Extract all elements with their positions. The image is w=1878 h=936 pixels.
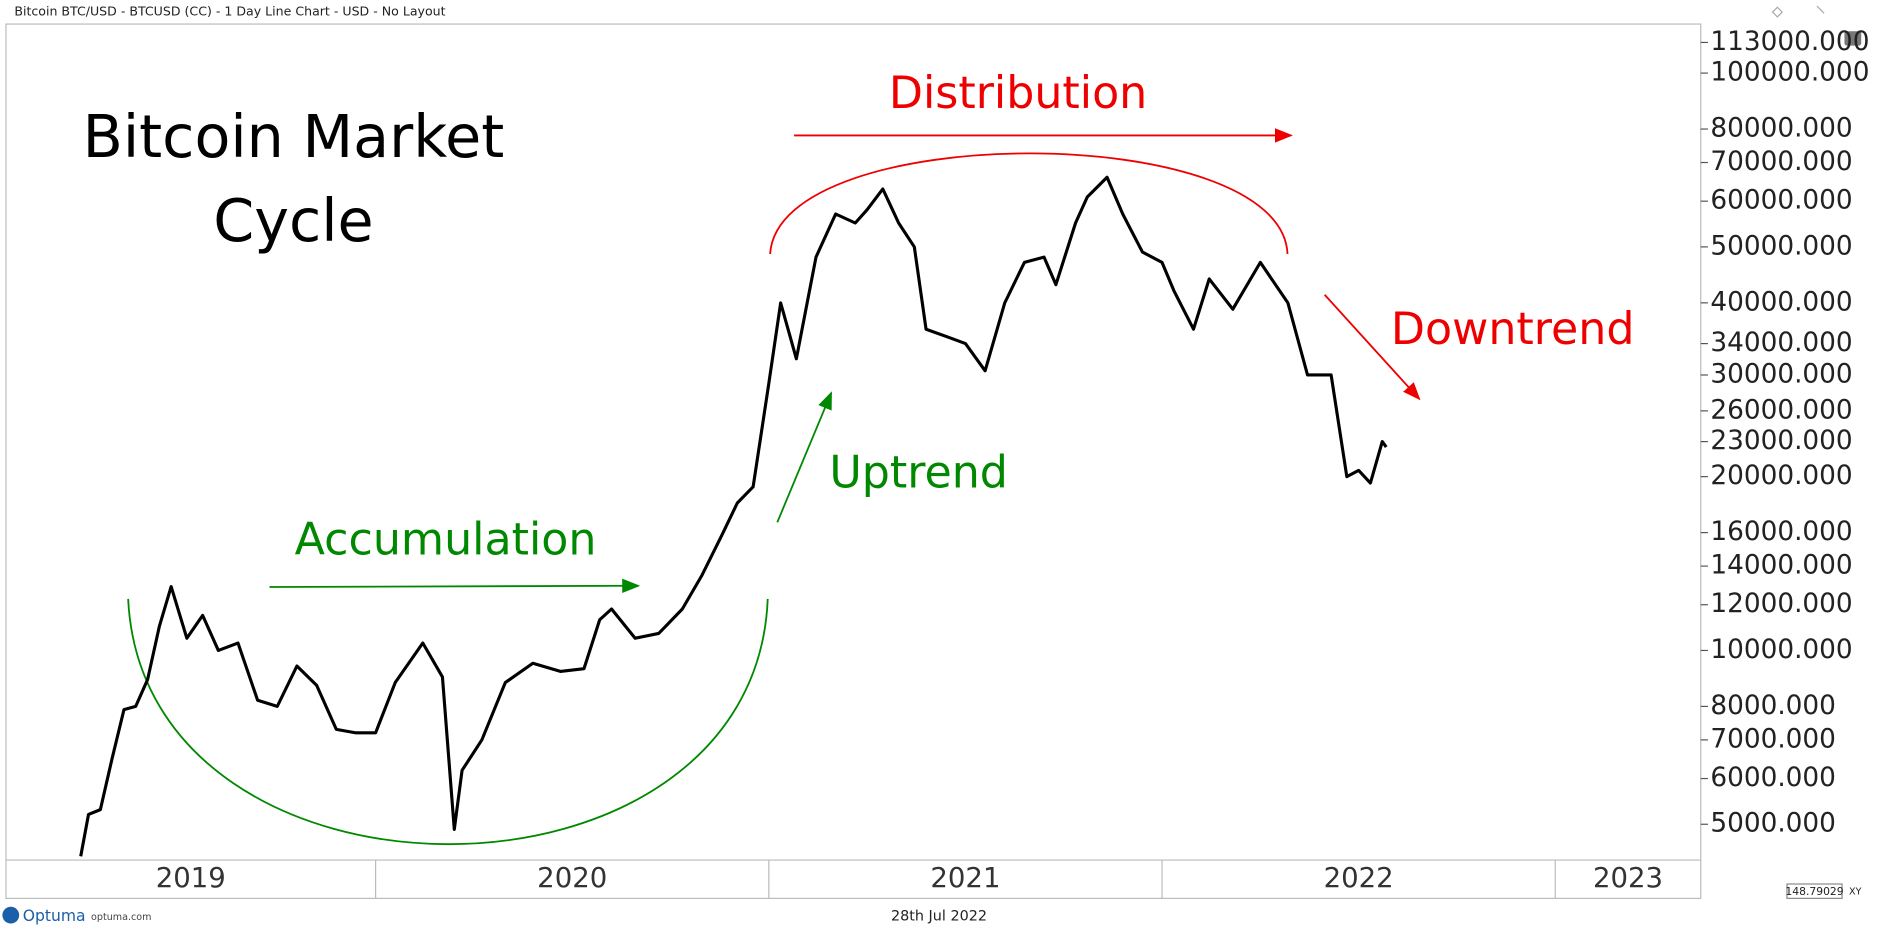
- y-tick-label: 26000.000: [1710, 395, 1852, 425]
- price-box: [1786, 883, 1843, 899]
- y-tick-label: 40000.000: [1710, 287, 1852, 317]
- y-tick-label: 60000.000: [1710, 186, 1852, 216]
- lock-icon[interactable]: [1844, 31, 1862, 46]
- annotation: Uptrend: [829, 448, 1008, 499]
- x-tick-label: 2022: [1324, 862, 1394, 894]
- y-tick-label: 70000.000: [1710, 147, 1852, 177]
- y-tick-label: 34000.000: [1710, 328, 1852, 358]
- y-tick-label: 100000.000: [1710, 58, 1869, 88]
- x-tick-label: 2019: [156, 862, 226, 894]
- accumulation-arc: [127, 598, 769, 846]
- header: Bitcoin BTC/USD - BTCUSD (CC) - 1 Day Li…: [14, 4, 445, 19]
- price-box-label: 148.79029: [1785, 885, 1843, 898]
- y-tick-label: 14000.000: [1710, 551, 1852, 581]
- logo: [2, 906, 20, 924]
- y-tick-label: 80000.000: [1710, 114, 1852, 144]
- y-tick-label: 12000.000: [1710, 589, 1852, 619]
- y-tick-label: 113000.000: [1710, 27, 1869, 57]
- price-line: [79, 175, 1388, 857]
- annotation: Accumulation: [295, 515, 597, 566]
- x-tick-label: 2020: [537, 862, 607, 894]
- chart-title: Bitcoin Market Cycle: [82, 103, 505, 256]
- x-tick-label: 2023: [1593, 862, 1663, 894]
- y-tick-label: 10000.000: [1710, 635, 1852, 665]
- date: 28th Jul 2022: [891, 908, 987, 924]
- y-tick-label: 23000.000: [1710, 426, 1852, 456]
- y-tick-label: 5000.000: [1710, 809, 1836, 839]
- y-tick-label: 16000.000: [1710, 517, 1852, 547]
- plot-frame: [5, 23, 1702, 899]
- brand: Optuma: [23, 907, 86, 925]
- y-tick-label: 50000.000: [1710, 231, 1852, 261]
- arrow: [269, 578, 641, 594]
- distribution-arc: [769, 152, 1289, 255]
- y-tick-label: 20000.000: [1710, 461, 1852, 491]
- arrow: [776, 391, 833, 523]
- x-tick-label: 2021: [930, 862, 1000, 894]
- arrow: [1323, 294, 1421, 401]
- y-tick-label: 30000.000: [1710, 359, 1852, 389]
- y-tick-label: 8000.000: [1710, 691, 1836, 721]
- site: optuma.com: [91, 912, 151, 923]
- y-tick-label: 7000.000: [1710, 724, 1836, 754]
- title-box: Bitcoin Market Cycle: [82, 103, 505, 256]
- y-tick-label: 6000.000: [1710, 763, 1836, 793]
- annotation: Distribution: [889, 68, 1147, 119]
- xy-button[interactable]: XY: [1849, 886, 1862, 897]
- toolbar-icons[interactable]: [1771, 5, 1825, 18]
- annotation: Downtrend: [1391, 304, 1635, 355]
